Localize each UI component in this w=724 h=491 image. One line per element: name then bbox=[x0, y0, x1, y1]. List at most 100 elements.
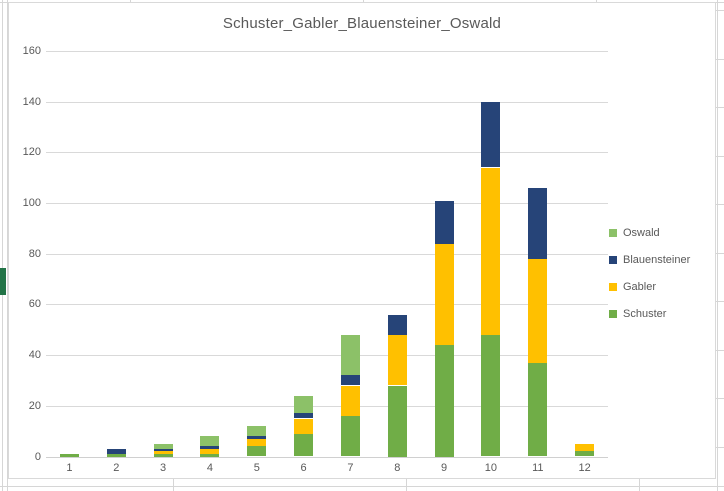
bar-segment-oswald[interactable] bbox=[153, 443, 173, 449]
x-axis-category-label: 5 bbox=[253, 461, 260, 474]
x-axis-category-label: 1 bbox=[66, 461, 73, 474]
bar-segment-schuster[interactable] bbox=[340, 415, 360, 457]
x-axis-category-label: 6 bbox=[300, 461, 307, 474]
y-axis-tick-label: 140 bbox=[22, 95, 41, 108]
x-axis-category-label: 2 bbox=[113, 461, 120, 474]
bar-segment-gabler[interactable] bbox=[247, 438, 267, 447]
y-axis-tick-label: 60 bbox=[28, 298, 41, 311]
bar-segment-schuster[interactable] bbox=[481, 334, 501, 457]
x-axis-category-label: 7 bbox=[347, 461, 354, 474]
bar-segment-schuster[interactable] bbox=[434, 345, 454, 457]
sheet-row-stub bbox=[710, 350, 724, 351]
bar-segment-gabler[interactable] bbox=[340, 385, 360, 416]
bar-segment-schuster[interactable] bbox=[106, 454, 126, 457]
bar-segment-gabler[interactable] bbox=[153, 451, 173, 454]
bar-segment-gabler[interactable] bbox=[434, 243, 454, 345]
x-axis-line bbox=[46, 456, 608, 458]
bar-segment-oswald[interactable] bbox=[340, 334, 360, 376]
legend-swatch-icon bbox=[609, 282, 617, 291]
x-axis-category-label: 12 bbox=[578, 461, 591, 474]
bar-segment-gabler[interactable] bbox=[575, 443, 595, 452]
bar-segment-blauensteiner[interactable] bbox=[200, 446, 220, 449]
sheet-row-stub bbox=[710, 204, 724, 205]
y-gridline bbox=[46, 405, 608, 407]
sheet-row-stub bbox=[710, 10, 724, 11]
sheet-cell-stub bbox=[596, 0, 597, 2]
chart-object[interactable]: Schuster_Gabler_Blauensteiner_Oswald 0 20… bbox=[8, 2, 716, 479]
y-axis-tick-label: 120 bbox=[22, 146, 41, 159]
x-axis-category-label: 9 bbox=[441, 461, 448, 474]
y-gridline bbox=[46, 101, 608, 103]
chart-title[interactable]: Schuster_Gabler_Blauensteiner_Oswald bbox=[222, 15, 502, 32]
legend-swatch-icon bbox=[609, 309, 617, 318]
legend-item-oswald[interactable]: Oswald bbox=[609, 219, 714, 246]
bar-segment-oswald[interactable] bbox=[200, 436, 220, 447]
y-gridline bbox=[46, 152, 608, 154]
x-axis-category-label: 8 bbox=[394, 461, 401, 474]
legend-swatch-icon bbox=[609, 228, 617, 237]
sheet-cell-stub bbox=[406, 479, 407, 491]
bar-segment-schuster[interactable] bbox=[294, 433, 314, 457]
chart-legend[interactable]: Oswald Blauensteiner Gabler Schuster bbox=[609, 219, 714, 327]
bar-segment-blauensteiner[interactable] bbox=[106, 448, 126, 454]
sheet-row-stub bbox=[710, 398, 724, 399]
y-gridline bbox=[46, 304, 608, 306]
y-axis-tick-label: 160 bbox=[22, 44, 41, 57]
bar-segment-oswald[interactable] bbox=[247, 426, 267, 437]
y-axis-tick-label: 80 bbox=[28, 247, 41, 260]
sheet-row-stub bbox=[710, 156, 724, 157]
x-axis-category-label: 4 bbox=[206, 461, 213, 474]
y-gridline bbox=[46, 355, 608, 357]
y-gridline bbox=[46, 203, 608, 204]
bar-segment-blauensteiner[interactable] bbox=[387, 314, 407, 335]
legend-label: Gabler bbox=[623, 280, 657, 293]
legend-label: Schuster bbox=[623, 307, 667, 320]
sheet-cell-stub bbox=[173, 479, 174, 491]
sheet-cell-stub bbox=[363, 0, 364, 2]
bar-segment-gabler[interactable] bbox=[481, 167, 501, 335]
sheet-row-stub bbox=[710, 59, 724, 60]
bar-segment-blauensteiner[interactable] bbox=[434, 200, 454, 244]
x-axis-category-label: 11 bbox=[532, 461, 544, 474]
legend-item-gabler[interactable]: Gabler bbox=[609, 273, 714, 300]
y-axis-tick-label: 100 bbox=[22, 197, 41, 209]
y-gridline bbox=[46, 253, 608, 255]
bar-segment-schuster[interactable] bbox=[575, 451, 595, 457]
legend-item-blauensteiner[interactable]: Blauensteiner bbox=[609, 246, 714, 273]
sheet-gridline-horizontal-bottom bbox=[0, 486, 724, 487]
bar-segment-blauensteiner[interactable] bbox=[481, 101, 501, 168]
sheet-cell-stub bbox=[130, 0, 131, 2]
x-axis-category-label: 3 bbox=[160, 461, 167, 474]
y-axis-tick-label: 40 bbox=[28, 349, 41, 362]
bar-segment-blauensteiner[interactable] bbox=[294, 413, 314, 419]
bar-segment-blauensteiner[interactable] bbox=[153, 448, 173, 452]
legend-swatch-icon bbox=[609, 255, 617, 264]
sheet-gridline-vertical-left bbox=[7, 0, 8, 491]
legend-label: Oswald bbox=[623, 226, 660, 239]
bar-segment-blauensteiner[interactable] bbox=[528, 187, 548, 259]
y-axis-tick-label: 0 bbox=[34, 450, 41, 463]
bar-segment-schuster[interactable] bbox=[528, 362, 548, 457]
sheet-row-stub bbox=[710, 253, 724, 254]
bar-segment-blauensteiner[interactable] bbox=[247, 436, 267, 439]
sheet-row-stub bbox=[710, 447, 724, 448]
excel-green-selection-block bbox=[0, 268, 6, 295]
sheet-row-stub bbox=[710, 107, 724, 108]
legend-label: Blauensteiner bbox=[623, 253, 691, 266]
bar-segment-schuster[interactable] bbox=[153, 454, 173, 457]
bar-segment-schuster[interactable] bbox=[387, 385, 407, 457]
bar-segment-schuster[interactable] bbox=[59, 454, 79, 457]
sheet-cell-stub bbox=[639, 479, 640, 491]
bar-segment-schuster[interactable] bbox=[200, 454, 220, 457]
bar-segment-blauensteiner[interactable] bbox=[340, 375, 360, 386]
bar-segment-oswald[interactable] bbox=[294, 395, 314, 414]
x-axis-category-label: 10 bbox=[484, 461, 498, 474]
bar-segment-gabler[interactable] bbox=[528, 258, 548, 363]
bar-segment-gabler[interactable] bbox=[387, 334, 407, 386]
bar-segment-schuster[interactable] bbox=[247, 446, 267, 457]
bar-segment-gabler[interactable] bbox=[294, 418, 314, 434]
bar-segment-gabler[interactable] bbox=[200, 448, 220, 454]
legend-item-schuster[interactable]: Schuster bbox=[609, 300, 714, 327]
sheet-gridline-vertical-right bbox=[717, 0, 718, 491]
sheet-gridline-vertical-far-left bbox=[2, 0, 3, 491]
